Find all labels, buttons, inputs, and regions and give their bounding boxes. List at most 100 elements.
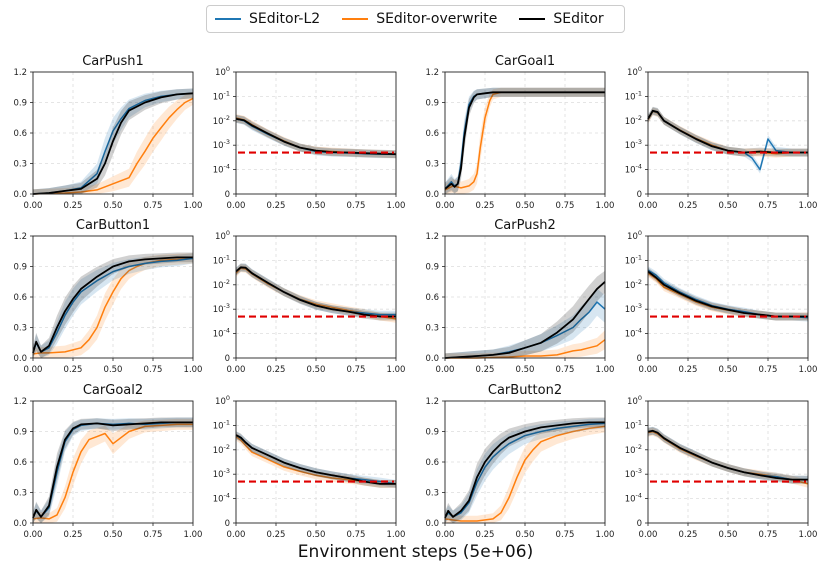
band-seditor-l2: [445, 288, 605, 358]
y-tick-label: 10-3: [213, 138, 230, 151]
x-tick-label: 0.00: [24, 365, 43, 375]
series-line-seditor: [235, 266, 396, 318]
legend-swatch-seditor: [519, 18, 546, 20]
band-seditor-overwrite: [445, 420, 605, 523]
y-tick-base: 10: [213, 446, 224, 456]
y-tick-label: 0.3: [13, 324, 27, 334]
series-line-seditor: [32, 421, 193, 519]
x-tick-label: 0.25: [476, 365, 495, 375]
band-seditor-l2: [648, 426, 808, 484]
legend-label-seditor: SEditor: [553, 11, 604, 27]
subplot-title: CarButton2: [488, 383, 562, 398]
subplot-title: CarPush1: [82, 54, 144, 69]
y-tick-label: 0.0: [13, 354, 27, 364]
x-tick-label: 1.00: [596, 201, 615, 211]
y-tick-label: 100: [215, 229, 230, 242]
x-tick-label: 1.00: [799, 530, 818, 540]
y-tick-label: 10-4: [625, 492, 642, 505]
y-tick-base: 10: [625, 446, 636, 456]
series-line-seditor-overwrite: [444, 425, 606, 522]
x-tick-label: 1.00: [799, 365, 818, 375]
shared-x-axis-label: Environment steps (5e+06): [297, 542, 534, 562]
x-tick-label: 0.75: [347, 530, 366, 540]
y-tick-exponent: -1: [636, 253, 642, 261]
y-tick-base: 10: [625, 421, 636, 431]
y-tick-base: 10: [625, 330, 636, 340]
y-tick-label: 10-1: [213, 253, 230, 266]
y-tick-base: 10: [625, 256, 636, 266]
y-tick-exponent: -2: [636, 443, 642, 451]
legend: SEditor-L2 SEditor-overwrite SEditor: [206, 5, 625, 33]
y-tick-label: 10-2: [625, 278, 642, 291]
x-tick-label: 0.50: [104, 530, 123, 540]
x-tick-label: 0.75: [556, 530, 575, 540]
y-tick-base: 10: [215, 68, 226, 78]
y-tick-label: 10-1: [625, 418, 642, 431]
band-seditor: [648, 106, 808, 157]
y-tick-label: 10-4: [625, 327, 642, 340]
x-tick-label: 0.50: [104, 201, 123, 211]
y-tick-base: 10: [627, 397, 638, 407]
y-tick-base: 10: [625, 117, 636, 127]
y-tick-label: 10-1: [625, 253, 642, 266]
x-tick-label: 1.00: [387, 201, 406, 211]
y-tick-base: 10: [213, 92, 224, 102]
y-tick-label: 10-3: [213, 302, 230, 315]
y-tick-base: 10: [213, 470, 224, 480]
y-tick-label: 1.2: [13, 232, 27, 242]
y-tick-label: 100: [627, 65, 642, 78]
band-seditor: [236, 263, 396, 321]
y-tick-label: 0.6: [13, 293, 27, 303]
subplot-9: 0.00 0.25 0.50 0.75 1.00 0.0 0.3 0.6 0.9 1.2 CarGo…: [13, 383, 202, 540]
y-tick-label: 10-4: [213, 492, 230, 505]
band-seditor-l2: [33, 417, 193, 523]
y-tick-label: 10-2: [625, 114, 642, 127]
y-tick-exponent: -3: [224, 467, 230, 475]
x-tick-label: 0.75: [144, 530, 163, 540]
x-tick-label: 0.00: [227, 530, 246, 540]
x-tick-label: 0.25: [679, 365, 698, 375]
y-tick-base: 10: [215, 397, 226, 407]
y-tick-label: 10-3: [213, 467, 230, 480]
y-tick-label: 10-2: [213, 443, 230, 456]
legend-label-seditor-l2: SEditor-L2: [249, 11, 321, 27]
y-tick-label: 0: [225, 519, 230, 529]
y-tick-label: 0: [637, 354, 642, 364]
y-tick-label: 0: [225, 190, 230, 200]
y-tick-label: 0.3: [425, 160, 439, 170]
x-tick-label: 0.00: [24, 530, 43, 540]
series-line-seditor-overwrite: [445, 339, 606, 359]
y-tick-label: 0.9: [13, 99, 27, 109]
y-tick-base: 10: [625, 470, 636, 480]
legend-swatch-seditor-l2: [215, 18, 241, 20]
y-tick-exponent: -4: [636, 327, 642, 335]
y-tick-exponent: 0: [638, 65, 642, 73]
x-tick-label: 0.00: [436, 201, 455, 211]
y-tick-label: 10-4: [213, 163, 230, 176]
y-tick-base: 10: [213, 141, 224, 151]
y-tick-label: 0.6: [425, 129, 439, 139]
band-seditor: [33, 252, 193, 358]
band-seditor-overwrite: [445, 330, 605, 358]
y-tick-base: 10: [213, 256, 224, 266]
y-tick-label: 10-3: [625, 302, 642, 315]
y-tick-label: 100: [627, 394, 642, 407]
x-tick-label: 0.00: [436, 530, 455, 540]
x-tick-label: 0.50: [307, 201, 326, 211]
x-tick-label: 0.00: [639, 201, 658, 211]
y-tick-exponent: -3: [636, 467, 642, 475]
y-tick-base: 10: [627, 68, 638, 78]
x-tick-label: 0.50: [307, 365, 326, 375]
legend-item-seditor-l2: SEditor-L2: [215, 11, 320, 27]
y-tick-label: 10-2: [213, 114, 230, 127]
y-tick-label: 100: [215, 394, 230, 407]
x-tick-label: 0.25: [679, 530, 698, 540]
band-seditor-overwrite: [33, 418, 193, 523]
y-tick-exponent: -2: [636, 278, 642, 286]
x-tick-label: 0.00: [639, 530, 658, 540]
y-tick-base: 10: [625, 281, 636, 291]
subplot-title: CarButton1: [76, 218, 150, 233]
series-line-seditor-overwrite: [32, 97, 194, 195]
